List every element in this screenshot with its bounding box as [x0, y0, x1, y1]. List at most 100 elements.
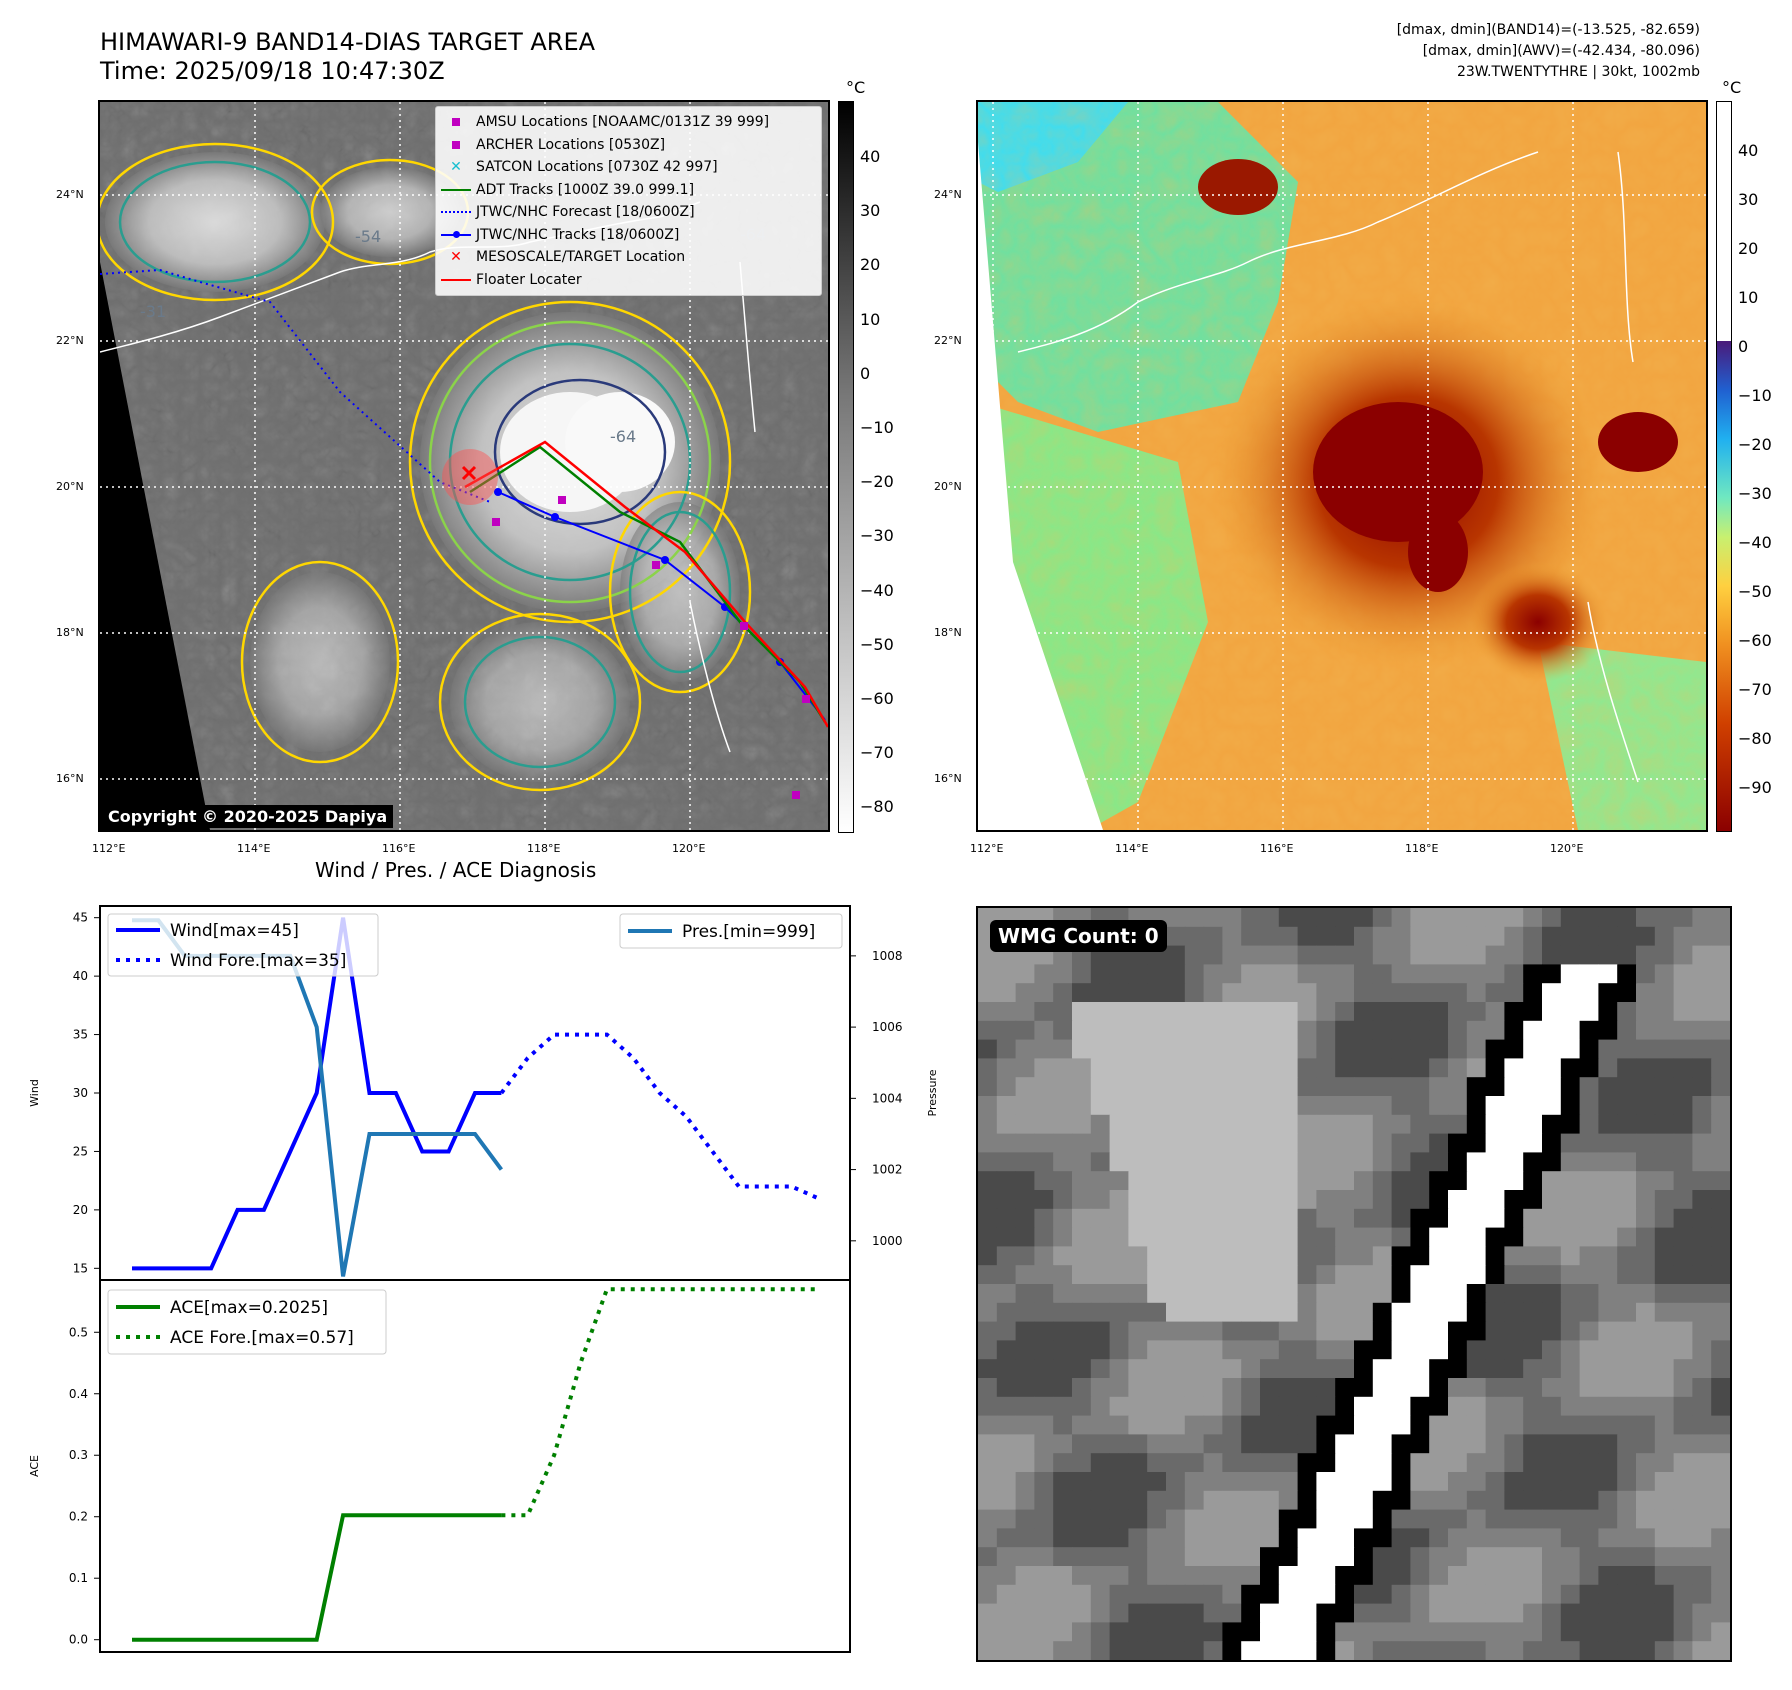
- wmg-cell: [1053, 1603, 1073, 1623]
- wmg-cell: [1090, 1020, 1111, 1041]
- wmg-cell: [1692, 1584, 1712, 1605]
- wmg-cell: [996, 1190, 1017, 1210]
- wmg-cell: [1203, 945, 1223, 965]
- wmg-cell: [1410, 1359, 1430, 1379]
- wmg-cell: [1316, 1133, 1336, 1153]
- wmg-cell: [1354, 1077, 1374, 1097]
- wmg-cell: [1166, 1058, 1186, 1078]
- wmg-cell: [1372, 1359, 1393, 1379]
- map-tick-label: 16°N: [56, 772, 84, 785]
- wmg-cell: [1636, 1152, 1656, 1172]
- ace-axes-frame: [99, 1279, 851, 1653]
- wmg-cell: [1203, 908, 1223, 928]
- wmg-cell: [1015, 983, 1035, 1003]
- wmg-cell: [1147, 1340, 1167, 1360]
- wmg-cell: [1711, 1284, 1730, 1304]
- wmg-cell: [1485, 1434, 1505, 1454]
- wmg-cell: [1711, 1603, 1730, 1623]
- wmg-cell: [1429, 1020, 1449, 1041]
- wmg-cell: [1692, 1641, 1712, 1660]
- wmg-cell: [1542, 1171, 1562, 1191]
- wmg-cell: [1523, 926, 1543, 947]
- wmg-cell: [1354, 1096, 1374, 1116]
- wmg-cell: [1128, 1340, 1148, 1360]
- wmg-cell: [978, 1096, 998, 1116]
- wmg-cell: [1504, 1227, 1524, 1247]
- wmg-cell: [1109, 1190, 1129, 1210]
- wmg-cell: [1316, 964, 1336, 984]
- wmg-cell: [1128, 1190, 1148, 1210]
- wmg-cell: [1203, 1039, 1223, 1059]
- wmg-cell: [1072, 1190, 1092, 1210]
- wmg-cell: [1598, 945, 1618, 965]
- wmg-cell: [1504, 1547, 1524, 1567]
- wmg-cell: [1109, 1246, 1129, 1266]
- wmg-cell: [1297, 1603, 1317, 1623]
- wmg-cell: [1015, 964, 1035, 984]
- wmg-cell: [1448, 964, 1468, 984]
- dotted-line-icon: [436, 211, 476, 214]
- wmg-cell: [1579, 1284, 1599, 1304]
- wmg-cell: [1072, 1603, 1092, 1623]
- wmg-cell: [1429, 908, 1449, 928]
- wmg-cell: [1090, 964, 1111, 984]
- wmg-cell: [1391, 1603, 1411, 1623]
- wmg-cell: [1448, 1641, 1468, 1660]
- wmg-cell: [1523, 945, 1543, 965]
- wmg-cell: [1692, 945, 1712, 965]
- wmg-cell: [1391, 1509, 1411, 1529]
- wmg-cell: [1147, 1584, 1167, 1605]
- wmg-cell: [1636, 945, 1656, 965]
- wmg-cell: [1128, 1396, 1148, 1417]
- wmg-cell: [1316, 1002, 1336, 1022]
- wmg-cell: [1692, 1265, 1712, 1285]
- wmg-cell: [1090, 1284, 1111, 1304]
- wmg-cell: [1466, 1509, 1487, 1529]
- wmg-cell: [1203, 1641, 1223, 1660]
- wmg-cell: [1241, 964, 1261, 984]
- wmg-cell: [1090, 1171, 1111, 1191]
- wmg-cell: [1015, 1002, 1035, 1022]
- wmg-cell: [1560, 1490, 1581, 1511]
- wmg-cell: [1617, 1227, 1637, 1247]
- wmg-cell: [1692, 1566, 1712, 1586]
- wmg-cell: [1429, 1077, 1449, 1097]
- wmg-cell: [1166, 983, 1186, 1003]
- ace-series-line-0: [132, 1513, 502, 1642]
- wmg-cell: [1166, 1246, 1186, 1266]
- wmg-cell: [1410, 964, 1430, 984]
- wmg-cell: [1354, 1208, 1374, 1229]
- wmg-cell: [1372, 1284, 1393, 1304]
- wmg-cell: [1222, 1208, 1242, 1229]
- wmg-cell: [1147, 1321, 1167, 1341]
- wmg-cell: [1015, 1378, 1035, 1398]
- wmg-cell: [1053, 1359, 1073, 1379]
- colorbar-tick-label: 0: [1738, 337, 1749, 356]
- wmg-cell: [1391, 1453, 1411, 1473]
- wmg-cell: [1448, 1208, 1468, 1229]
- wmg-cell: [1053, 1039, 1073, 1059]
- wmg-cell: [1448, 945, 1468, 965]
- wmg-cell: [1466, 983, 1487, 1003]
- wmg-cell: [1222, 1114, 1242, 1135]
- wind-fore-legend-label: Wind Fore.[max=35]: [170, 951, 346, 971]
- wmg-cell: [1372, 1453, 1393, 1473]
- wmg-cell: [1260, 1020, 1280, 1041]
- wmg-cell: [978, 1603, 998, 1623]
- wmg-cell: [1222, 1077, 1242, 1097]
- wmg-cell: [1410, 1246, 1430, 1266]
- colorbar-tick-label: −70: [1738, 680, 1772, 699]
- wmg-cell: [1598, 1190, 1618, 1210]
- wmg-cell: [1015, 1227, 1035, 1247]
- wmg-cell: [1560, 1171, 1581, 1191]
- wmg-cell: [1391, 1039, 1411, 1059]
- wmg-cell: [1090, 1547, 1111, 1567]
- wmg-cell: [1147, 1566, 1167, 1586]
- wmg-cell: [1128, 1208, 1148, 1229]
- wmg-cell: [1636, 1434, 1656, 1454]
- wmg-cell: [1260, 1584, 1280, 1605]
- wmg-cell: [1429, 1114, 1449, 1135]
- wmg-cell: [1335, 1622, 1355, 1642]
- wmg-cell: [1184, 1002, 1205, 1022]
- wmg-cell: [1203, 1265, 1223, 1285]
